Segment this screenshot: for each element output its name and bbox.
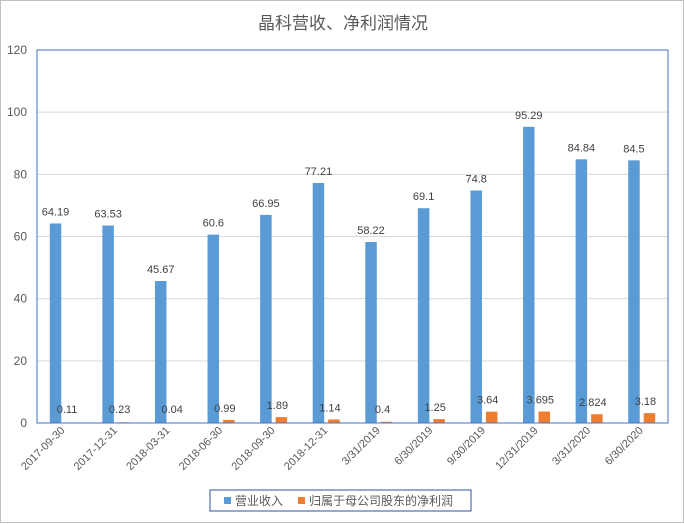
revenue-data-label: 74.8 (465, 173, 486, 185)
legend-entry-label: 归属于母公司股东的净利润 (309, 493, 453, 508)
net-profit-bar (591, 414, 603, 423)
x-tick-label: 2018-06-30 (177, 425, 225, 473)
revenue-data-label: 84.84 (568, 142, 596, 154)
x-tick-label: 12/31/2019 (493, 425, 540, 472)
net-profit-bar (328, 419, 340, 423)
y-tick-label: 0 (20, 416, 27, 430)
x-tick-label: 3/31/2019 (340, 425, 383, 468)
revenue-bar (523, 127, 535, 423)
gridlines (37, 50, 668, 361)
net-profit-data-label: 3.64 (477, 395, 498, 407)
x-tick-label: 2018-09-30 (229, 425, 277, 473)
revenue-bar (155, 281, 167, 423)
revenue-bar (260, 215, 272, 423)
x-tick-label: 6/30/2020 (603, 425, 646, 468)
revenue-bar (470, 190, 482, 423)
net-profit-data-label: 1.25 (424, 402, 445, 414)
revenue-data-label: 58.22 (357, 225, 385, 237)
y-axis: 0 20 40 60 80 100 120 (7, 43, 27, 430)
net-profit-data-label: 0.11 (57, 404, 78, 416)
y-tick-label: 60 (14, 230, 28, 244)
revenue-data-label: 66.95 (252, 198, 280, 210)
y-tick-label: 40 (14, 292, 28, 306)
net-profit-data-label: 2.824 (579, 397, 607, 409)
revenue-bar (313, 183, 325, 423)
net-profit-bar (486, 412, 498, 423)
net-profit-data-label: 0.4 (375, 404, 390, 416)
revenue-bar (365, 242, 377, 423)
bars (50, 127, 655, 423)
data-labels: 64.19 0.11 63.53 0.23 45.67 0.04 60.6 0.99 66.95… (42, 110, 656, 416)
legend-entry-label: 营业收入 (235, 494, 283, 508)
y-tick-label: 100 (7, 105, 27, 119)
net-profit-data-label: 3.695 (527, 395, 555, 407)
revenue-data-label: 45.67 (147, 264, 175, 276)
revenue-bar (628, 160, 640, 423)
revenue-bar (50, 223, 62, 423)
net-profit-data-label: 1.14 (319, 402, 340, 414)
net-profit-data-label: 0.23 (109, 404, 130, 416)
y-tick-label: 120 (7, 43, 27, 57)
revenue-bar (576, 159, 588, 423)
net-profit-bar (433, 419, 445, 423)
net-profit-data-label: 3.18 (635, 396, 656, 408)
revenue-bar (418, 208, 430, 423)
x-tick-label: 9/30/2019 (445, 425, 488, 468)
legend: 营业收入 归属于母公司股东的净利润 (210, 490, 471, 511)
revenue-data-label: 69.1 (413, 191, 434, 203)
x-tick-label: 6/30/2019 (392, 425, 435, 468)
net-profit-bar (644, 413, 656, 423)
revenue-bar (208, 235, 220, 423)
revenue-data-label: 64.19 (42, 206, 70, 218)
net-profit-data-label: 0.99 (214, 403, 235, 415)
net-profit-bar (276, 417, 288, 423)
y-tick-label: 80 (14, 167, 28, 181)
x-tick-label: 2017-12-31 (72, 425, 120, 473)
revenue-data-label: 77.21 (305, 166, 333, 178)
net-profit-data-label: 0.04 (161, 404, 182, 416)
legend-swatch-revenue (224, 497, 231, 504)
x-tick-label: 3/31/2020 (550, 425, 593, 468)
x-tick-label: 2018-12-31 (282, 425, 330, 473)
net-profit-data-label: 1.89 (267, 400, 288, 412)
legend-swatch-net-profit (298, 497, 305, 504)
revenue-data-label: 95.29 (515, 110, 543, 122)
y-tick-label: 20 (14, 354, 28, 368)
revenue-data-label: 84.5 (623, 143, 644, 155)
revenue-bar (102, 226, 114, 423)
x-tick-label: 2017-09-30 (19, 425, 67, 473)
net-profit-bar (539, 412, 551, 423)
x-tick-label: 2018-03-31 (124, 425, 172, 473)
revenue-data-label: 63.53 (94, 209, 122, 221)
chart-title: 晶科营收、净利润情况 (258, 14, 428, 34)
revenue-data-label: 60.6 (203, 218, 224, 230)
